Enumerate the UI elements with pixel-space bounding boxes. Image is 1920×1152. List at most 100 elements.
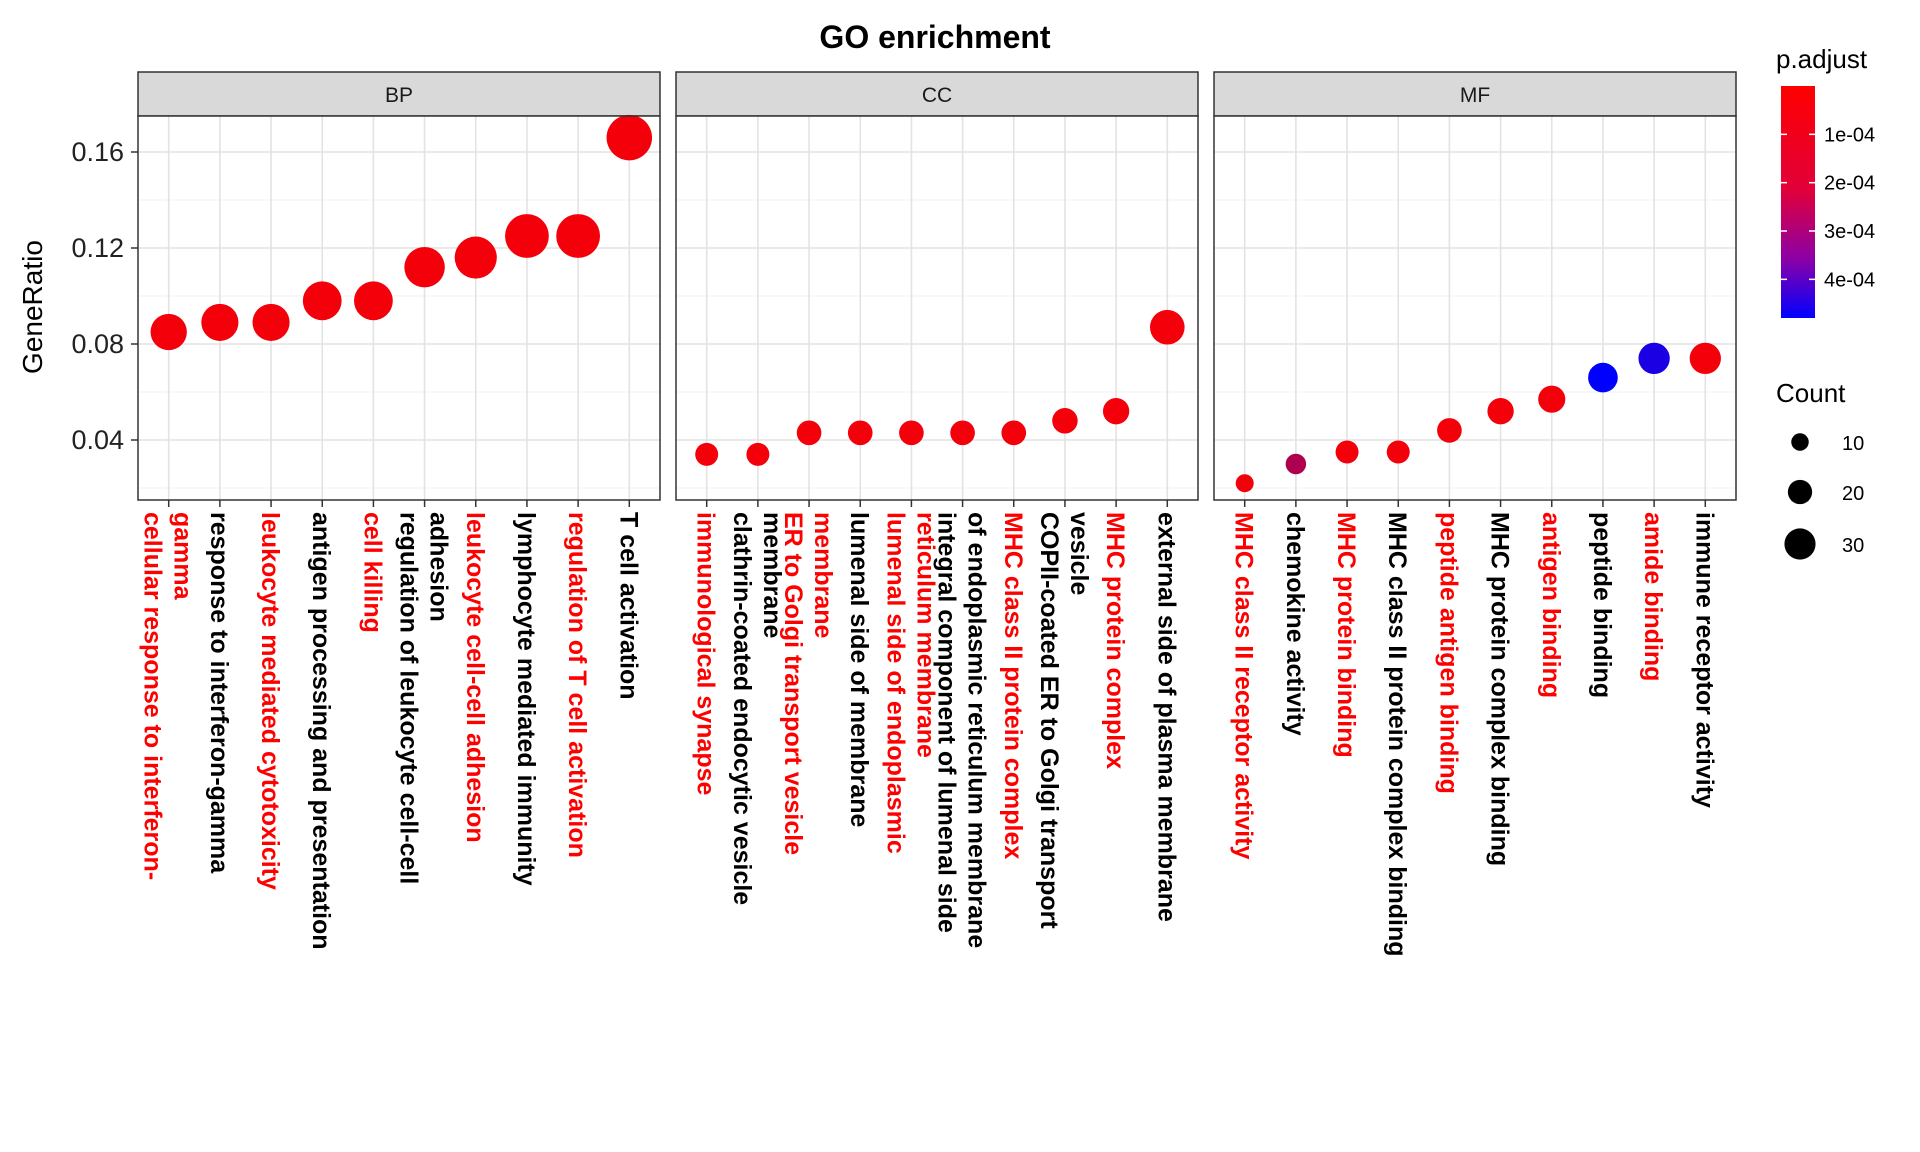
color-legend-bar	[1781, 86, 1815, 318]
x-category-label-line: membrane	[758, 512, 786, 639]
x-category-label-line: T cell activation	[614, 512, 642, 700]
x-category-label: immunological synapse	[692, 512, 720, 796]
x-category-label-line: MHC class II protein complex binding	[1383, 512, 1411, 957]
data-point	[1538, 385, 1566, 413]
panel-border	[675, 115, 1199, 501]
x-category-label-line: lumenal side of endoplasmic	[881, 512, 909, 854]
color-legend-ticks: 1e-04 2e-04 3e-04 4e-04	[1781, 124, 1875, 291]
facet-strip-label: MF	[1460, 84, 1490, 107]
x-category-label: MHC class II protein complex binding	[1383, 512, 1411, 957]
x-category-label-line: cell killing	[358, 512, 386, 633]
x-category-label: peptide antigen binding	[1434, 512, 1462, 794]
x-category-label-line: antigen processing and presentation	[307, 512, 335, 950]
data-point	[1102, 398, 1130, 425]
x-category-label: lymphocyte mediated immunity	[512, 512, 540, 886]
x-category-label: regulation of T cell activation	[563, 512, 591, 858]
data-point	[1052, 408, 1078, 434]
data-point	[695, 442, 719, 466]
x-category-label-line: external side of plasma membrane	[1152, 512, 1180, 922]
facet-cc: CC immunological synapse clathrin-coated e…	[675, 71, 1199, 948]
color-legend-tick-label: 2e-04	[1824, 173, 1875, 195]
x-category-label-line: immune receptor activity	[1690, 512, 1718, 808]
data-point	[1437, 418, 1462, 443]
x-category-label-line: MHC protein complex	[1101, 512, 1129, 769]
x-category-label-line: MHC class II protein complex	[999, 512, 1027, 859]
data-point	[201, 303, 239, 341]
x-category-label-line: antigen binding	[1537, 512, 1565, 698]
size-legend-label: 20	[1842, 483, 1864, 505]
data-point	[1638, 342, 1670, 375]
data-point	[1149, 309, 1185, 345]
x-category-label-line: peptide antigen binding	[1434, 512, 1462, 794]
color-legend-tick-label: 3e-04	[1824, 221, 1875, 243]
x-category-label-line: MHC class II receptor activity	[1230, 512, 1258, 859]
x-category-label: lumenal side of endoplasmicreticulum mem…	[881, 512, 939, 854]
x-category-label: MHC protein complex binding	[1486, 512, 1514, 866]
size-legend-dot	[1787, 479, 1813, 505]
x-category-label: leukocyte cell-cell adhesion	[461, 512, 489, 843]
x-category-label-line: gamma	[169, 512, 197, 601]
data-point	[746, 442, 770, 466]
x-category-label-line: peptide binding	[1588, 512, 1616, 698]
x-category-label: clathrin-coated endocytic vesiclemembran…	[728, 512, 786, 905]
x-category-label: regulation of leukocyte cell-celladhesio…	[395, 512, 453, 884]
x-category-label: peptide binding	[1588, 512, 1616, 698]
y-tick-label: 0.08	[71, 329, 124, 359]
x-category-label-line: of endoplasmic reticulum membrane	[963, 512, 991, 948]
x-category-label: T cell activation	[614, 512, 642, 700]
facet-strip	[1213, 71, 1737, 117]
panel-background	[1214, 116, 1736, 500]
data-point	[1689, 342, 1721, 375]
x-category-label: antigen processing and presentation	[307, 512, 335, 950]
x-category-label-line: membrane	[809, 512, 837, 639]
x-category-label: ER to Golgi transport vesiclemembrane	[779, 512, 837, 855]
panel-border	[137, 115, 661, 501]
facet-strip-label: BP	[385, 84, 413, 107]
data-point	[847, 420, 873, 446]
x-category-label: lumenal side of membrane	[845, 512, 873, 827]
facet-strip	[137, 71, 661, 117]
legend: p.adjust 1e-04 2e-04 3e-04 4e-04 Count 10 20…	[1776, 44, 1875, 560]
data-point	[252, 303, 290, 341]
size-legend-label: 10	[1842, 433, 1864, 455]
x-category-label-line: leukocyte cell-cell adhesion	[461, 512, 489, 843]
size-legend-dot	[1791, 433, 1809, 451]
y-tick-label: 0.16	[71, 137, 124, 167]
color-legend-tick-label: 1e-04	[1824, 124, 1875, 146]
data-point	[1285, 453, 1307, 475]
data-point	[150, 313, 187, 351]
data-point	[354, 281, 393, 321]
x-category-label: cellular response to interferon-gamma	[139, 512, 197, 880]
color-legend-title: p.adjust	[1776, 44, 1868, 74]
x-category-label: antigen binding	[1537, 512, 1565, 698]
data-point	[796, 420, 822, 446]
facet-strip-label: CC	[922, 84, 952, 107]
facet-bp: BP cellular response to interferon-gamma r…	[137, 71, 661, 950]
data-point	[505, 214, 549, 258]
x-category-label: external side of plasma membrane	[1152, 512, 1180, 922]
size-legend-title: Count	[1776, 378, 1846, 408]
x-category-label-line: clathrin-coated endocytic vesicle	[728, 512, 756, 905]
y-tick-label: 0.04	[71, 425, 124, 455]
color-legend-tick-label: 4e-04	[1824, 269, 1875, 291]
data-point	[1001, 420, 1027, 446]
data-point	[454, 236, 497, 279]
x-category-label: integral component of lumenal sideof end…	[933, 512, 991, 948]
x-category-label-line: adhesion	[425, 512, 453, 622]
data-point	[404, 246, 445, 288]
x-category-label: MHC protein complex	[1101, 512, 1129, 769]
x-category-label-line: regulation of leukocyte cell-cell	[395, 512, 423, 884]
data-point	[1386, 440, 1410, 464]
x-category-label: amide binding	[1639, 512, 1667, 681]
x-category-label-line: MHC protein binding	[1332, 512, 1360, 758]
x-category-label: COPII-coated ER to Golgi transportvesicl…	[1035, 512, 1093, 929]
size-legend-label: 30	[1842, 535, 1864, 557]
data-point	[950, 420, 975, 446]
x-category-label: cell killing	[358, 512, 386, 633]
x-category-label: MHC class II protein complex	[999, 512, 1027, 859]
y-axis-title: GeneRatio	[17, 240, 48, 374]
data-point	[1487, 398, 1514, 425]
size-legend-dot	[1784, 528, 1816, 560]
